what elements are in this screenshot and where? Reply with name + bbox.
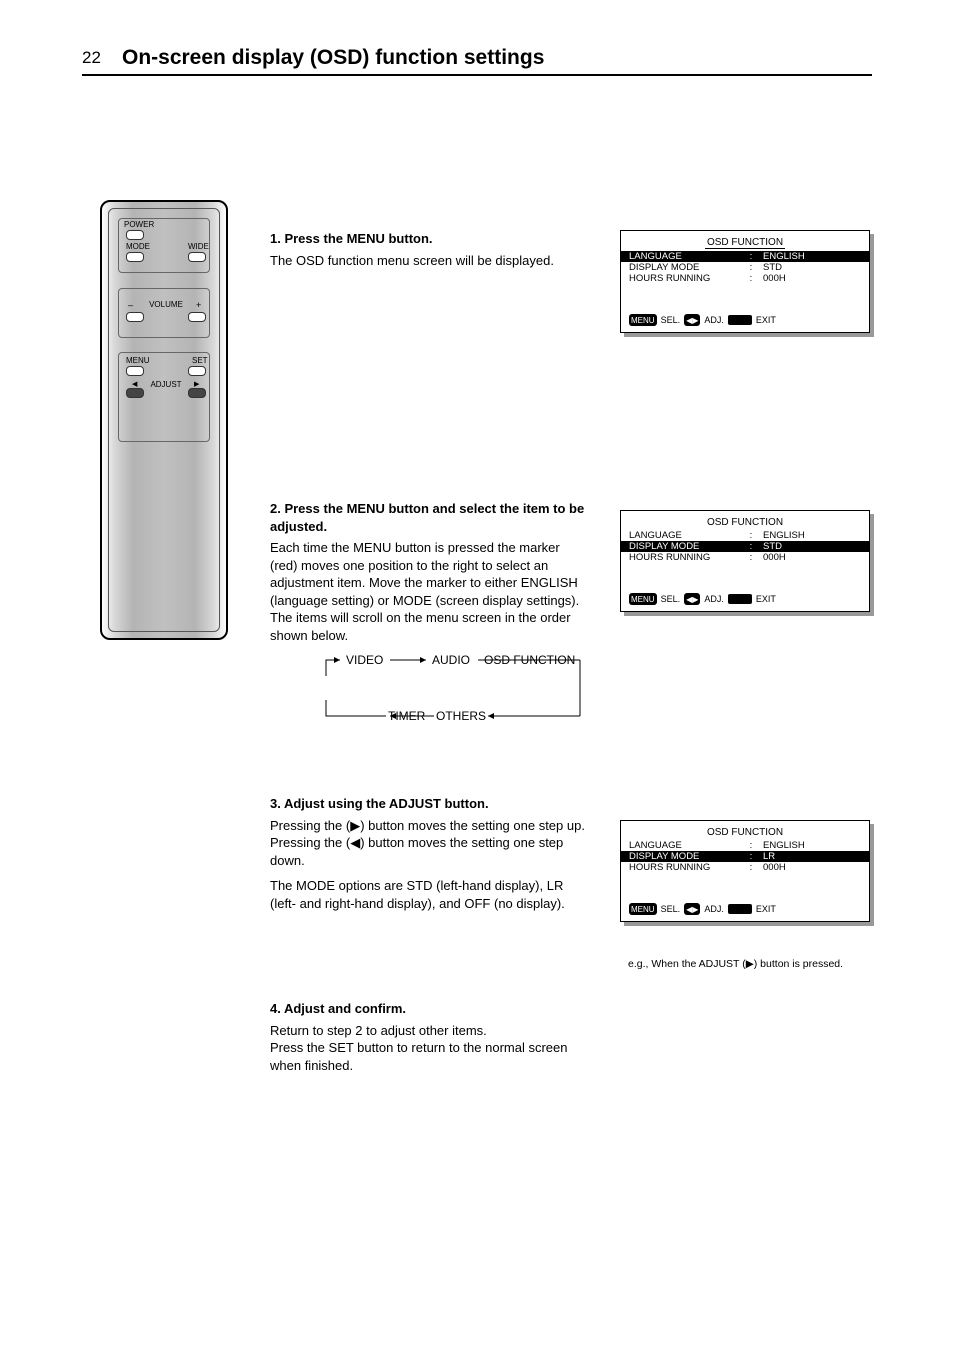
volume-plus-label: + <box>196 300 201 310</box>
adjust-label: ADJUST <box>148 380 184 389</box>
section-title: On-screen display (OSD) function setting… <box>122 46 544 70</box>
step-2: 2. Press the MENU button and select the … <box>270 500 590 644</box>
osd3-footer: MENUSEL. ◀▶ADJ. EXIT <box>629 903 861 915</box>
set-label: SET <box>192 356 208 365</box>
osd-panel-1: OSD FUNCTION LANGUAGE:ENGLISH DISPLAY MO… <box>620 230 870 333</box>
volume-up-button <box>188 312 206 322</box>
power-label: POWER <box>124 220 154 229</box>
remote-body: POWER MODE WIDE – VOLUME + MENU SET ◀ AD… <box>100 200 228 640</box>
step-1: 1. Press the MENU button. The OSD functi… <box>270 230 590 269</box>
menu-pill-icon: MENU <box>629 593 657 605</box>
menu-pill-icon: MENU <box>629 903 657 915</box>
page-number: 22 <box>82 48 101 68</box>
osd2-row-hours: HOURS RUNNING:000H <box>629 552 861 563</box>
divider <box>82 74 872 76</box>
step-1-title: 1. Press the MENU button. <box>270 230 590 248</box>
step-1-body: The OSD function menu screen will be dis… <box>270 252 590 270</box>
set-pill-icon <box>728 315 752 325</box>
step-4-title: 4. Adjust and confirm. <box>270 1000 590 1018</box>
flow-osd: OSD FUNCTION <box>484 653 575 667</box>
flow-audio: AUDIO <box>432 653 470 667</box>
osd3-caption: e.g., When the ADJUST (▶) button is pres… <box>628 958 843 970</box>
power-button <box>126 230 144 240</box>
menu-label: MENU <box>126 356 150 365</box>
mode-button <box>126 252 144 262</box>
flow-diagram: VIDEO AUDIO OSD FUNCTION TIMER OTHERS <box>308 648 598 728</box>
set-pill-icon <box>728 904 752 914</box>
adjust-right-icon: ▶ <box>194 380 199 388</box>
flow-timer: TIMER <box>388 709 426 723</box>
menu-pill-icon: MENU <box>629 314 657 326</box>
osd-panel-2: OSD FUNCTION LANGUAGE:ENGLISH DISPLAY MO… <box>620 510 870 612</box>
adjust-left-button <box>126 388 144 398</box>
osd3-title: OSD FUNCTION <box>629 827 861 838</box>
volume-down-button <box>126 312 144 322</box>
adjust-left-icon: ◀ <box>132 380 137 388</box>
osd2-row-language: LANGUAGE:ENGLISH <box>629 530 861 541</box>
adjust-right-button <box>188 388 206 398</box>
wide-button <box>188 252 206 262</box>
step-4-body: Return to step 2 to adjust other items. … <box>270 1022 590 1075</box>
arrows-pill-icon: ◀▶ <box>684 593 700 605</box>
osd1-row-hours: HOURS RUNNING:000H <box>629 273 861 284</box>
osd3-row-hours: HOURS RUNNING:000H <box>629 862 861 873</box>
set-button <box>188 366 206 376</box>
step-3-line2: Pressing the (◀) button moves the settin… <box>270 834 590 869</box>
flow-video: VIDEO <box>346 653 383 667</box>
step-3-body: The MODE options are STD (left-hand disp… <box>270 877 590 912</box>
step-3: 3. Adjust using the ADJUST button. Press… <box>270 795 590 912</box>
mode-label: MODE <box>126 242 150 251</box>
osd2-row-display-mode: DISPLAY MODE:STD <box>621 541 869 552</box>
osd1-title: OSD FUNCTION <box>629 237 861 249</box>
step-2-title: 2. Press the MENU button and select the … <box>270 500 590 535</box>
osd2-title: OSD FUNCTION <box>629 517 861 528</box>
osd3-row-language: LANGUAGE:ENGLISH <box>629 840 861 851</box>
flow-others: OTHERS <box>436 709 486 723</box>
osd2-footer: MENUSEL. ◀▶ADJ. EXIT <box>629 593 861 605</box>
osd-panel-3: OSD FUNCTION LANGUAGE:ENGLISH DISPLAY MO… <box>620 820 870 922</box>
wide-label: WIDE <box>188 242 209 251</box>
osd1-footer: MENUSEL. ◀▶ADJ. EXIT <box>629 314 861 326</box>
set-pill-icon <box>728 594 752 604</box>
volume-label: VOLUME <box>146 300 186 309</box>
arrows-pill-icon: ◀▶ <box>684 903 700 915</box>
menu-button <box>126 366 144 376</box>
arrows-pill-icon: ◀▶ <box>684 314 700 326</box>
volume-minus-label: – <box>128 300 133 310</box>
remote-control-illustration: POWER MODE WIDE – VOLUME + MENU SET ◀ AD… <box>100 200 230 640</box>
step-3-line1: Pressing the (▶) button moves the settin… <box>270 817 590 835</box>
step-2-body: Each time the MENU button is pressed the… <box>270 539 590 644</box>
osd1-row-language: LANGUAGE:ENGLISH <box>621 251 869 262</box>
osd3-row-display-mode: DISPLAY MODE:LR <box>621 851 869 862</box>
osd1-row-display-mode: DISPLAY MODE:STD <box>629 262 861 273</box>
step-3-title: 3. Adjust using the ADJUST button. <box>270 795 590 813</box>
step-4: 4. Adjust and confirm. Return to step 2 … <box>270 1000 590 1074</box>
